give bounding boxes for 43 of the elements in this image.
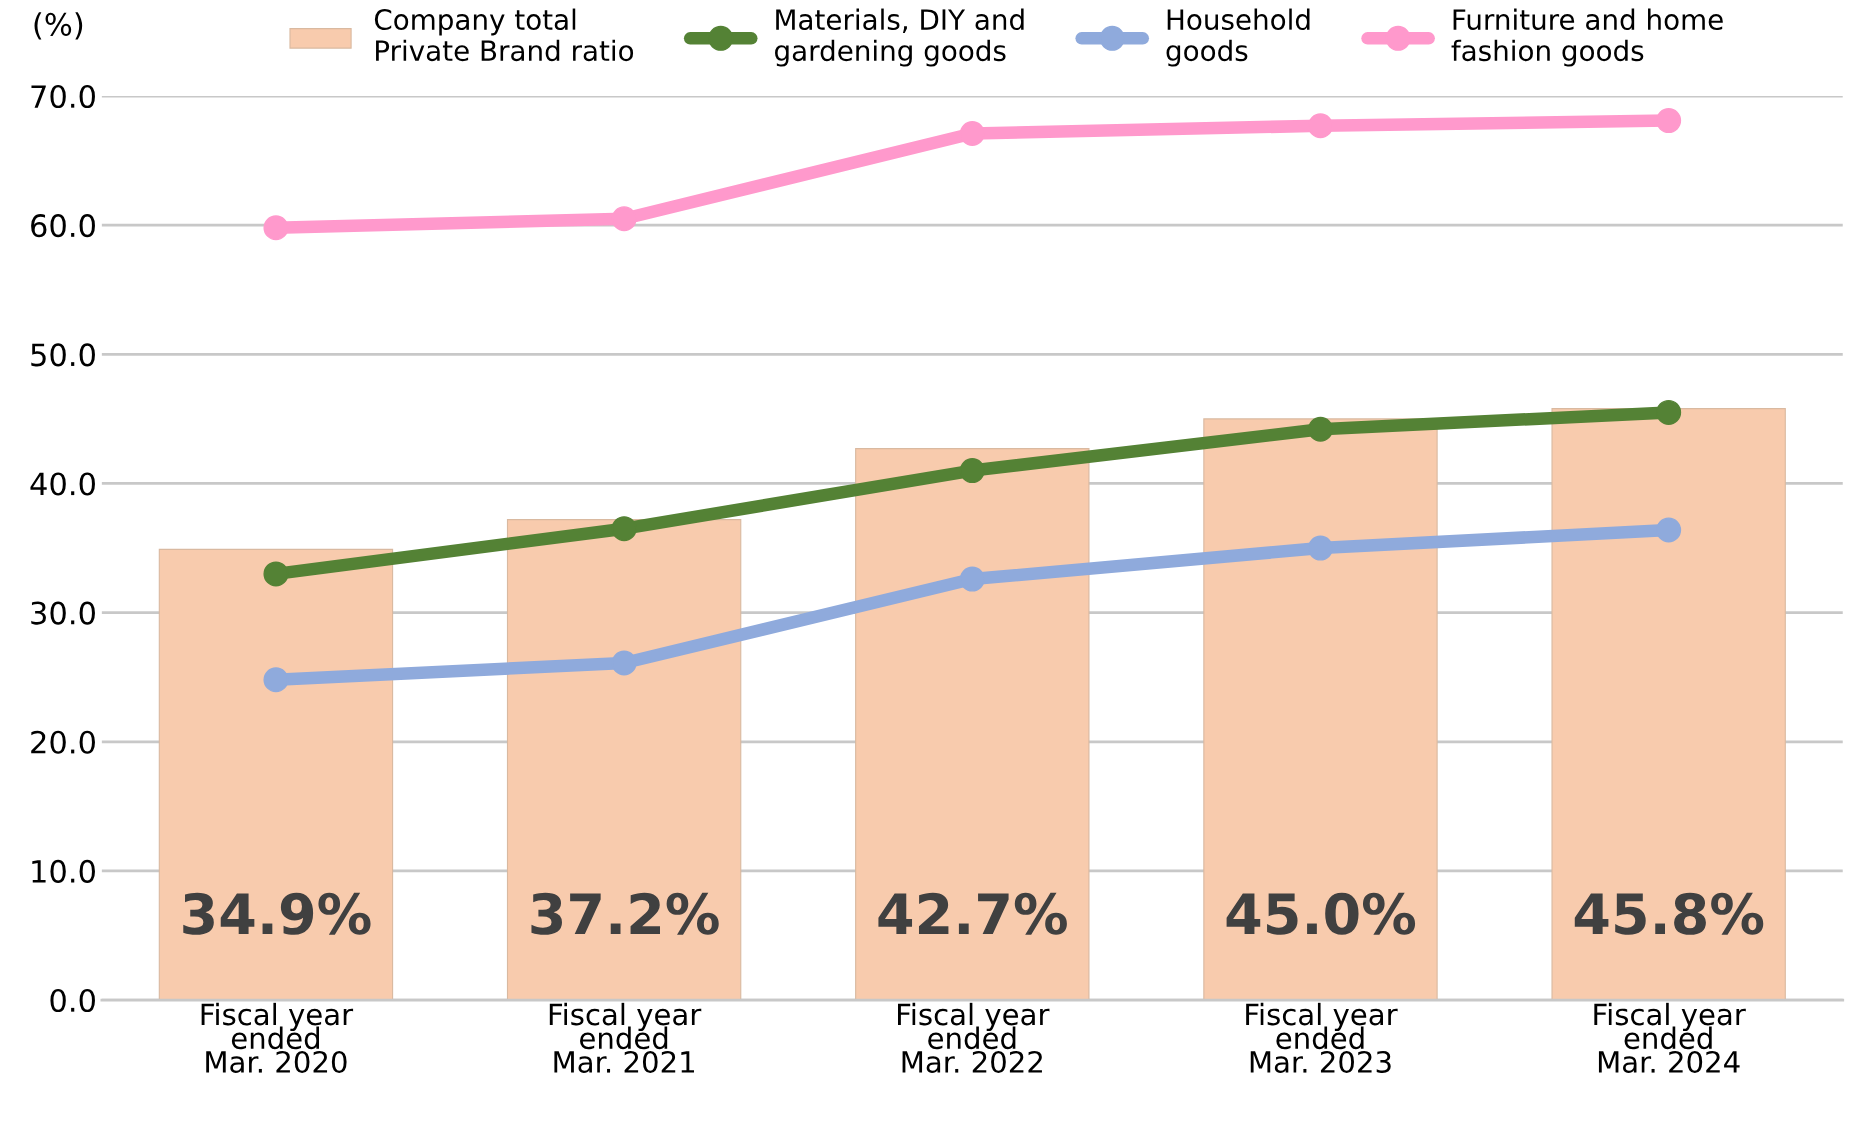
point	[611, 650, 637, 676]
y-axis-title: (%)	[34, 12, 83, 40]
y-tick-label: 10.0	[32, 859, 95, 883]
legend-label: Household goods	[1166, 8, 1310, 67]
point	[959, 458, 985, 484]
y-tick-label: 60.0	[31, 214, 95, 238]
legend-label: Company total Private Brand ratio	[374, 8, 634, 62]
bar	[1551, 408, 1786, 1001]
data-label: 37.2%	[531, 892, 719, 935]
point	[263, 215, 289, 241]
legend-label: Furniture and home fashion goods	[1451, 8, 1723, 67]
data-label: 45.8%	[1574, 892, 1764, 935]
bar	[506, 519, 742, 1001]
legend-label: Materials, DIY and gardening goods	[775, 8, 1024, 67]
point	[1656, 108, 1682, 134]
bar	[855, 448, 1090, 1001]
x-tick-label: Fiscal year ended Mar. 2022	[898, 1002, 1050, 1073]
point	[263, 561, 289, 587]
point	[959, 566, 985, 592]
x-tick-label: Fiscal year ended Mar. 2021	[549, 1002, 702, 1073]
point	[611, 206, 637, 232]
y-tick-label: 30.0	[31, 601, 95, 625]
data-label: 34.9%	[183, 892, 371, 935]
y-tick-label: 40.0	[30, 472, 95, 496]
point	[1307, 535, 1333, 561]
point	[611, 516, 637, 542]
y-tick-label: 70.0	[31, 84, 95, 109]
bar	[1203, 418, 1438, 1001]
point	[1307, 416, 1333, 442]
y-tick-label: 0.0	[50, 988, 95, 1013]
point	[1307, 113, 1333, 139]
bar	[158, 548, 394, 1001]
point	[1656, 517, 1682, 543]
data-label: 42.7%	[878, 892, 1067, 935]
y-tick-label: 50.0	[31, 343, 95, 367]
x-tick-label: Fiscal year ended Mar. 2023	[1246, 1002, 1398, 1073]
x-tick-label: Fiscal year ended Mar. 2020	[201, 1002, 354, 1073]
point	[263, 667, 289, 693]
point	[959, 121, 985, 147]
data-label: 45.0%	[1226, 892, 1416, 935]
x-tick-label: Fiscal year ended Mar. 2024	[1594, 1002, 1746, 1073]
y-tick-label: 20.0	[31, 730, 95, 754]
point	[1656, 399, 1682, 425]
